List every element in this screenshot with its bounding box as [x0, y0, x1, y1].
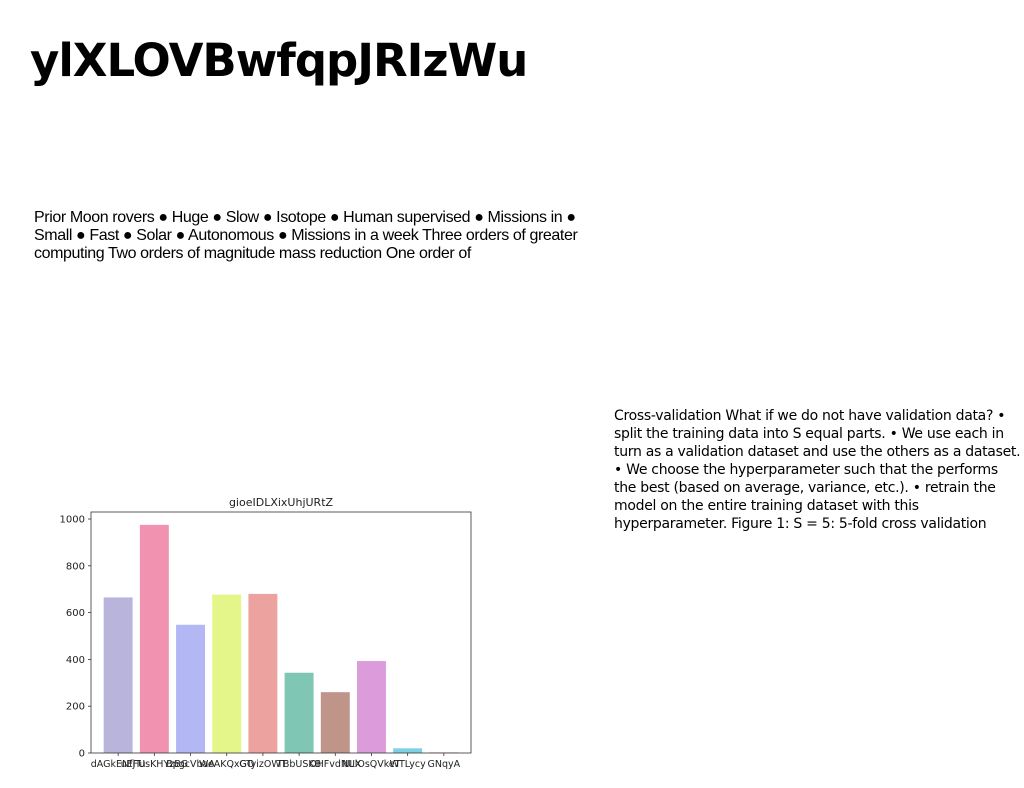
y-tick-label: 400 [66, 655, 85, 666]
chart-title: gioeIDLXixUhjURtZ [229, 496, 334, 509]
y-tick-label: 800 [66, 561, 85, 572]
x-axis: dAGkENfjTuuEFUsKHYzBGBpgcVbaAWeAKQxGOGTy… [91, 753, 461, 770]
x-tick-label: WTLycy [390, 759, 426, 770]
bar-BpgcVbaA [176, 625, 205, 753]
page-title: ylXLOVBwfqpJRIzWu [30, 30, 527, 92]
body-text-moon-rovers: Prior Moon rovers ● Huge ● Slow ● Isotop… [34, 209, 609, 263]
bar-TBbUSKB [285, 673, 314, 753]
y-tick-label: 200 [66, 702, 85, 713]
bars-layer [104, 525, 459, 753]
bar-WeAKQxGO [212, 595, 241, 753]
bar-NLlOsQVkeT [357, 661, 386, 753]
y-axis: 0 200 400 600 800 1000 [60, 515, 91, 760]
bar-dAGkENfjTu [104, 597, 133, 753]
bar-OHFvdNUX [321, 692, 350, 753]
bar-chart-svg: gioeIDLXixUhjURtZ 0 200 400 600 800 1000 dAGk… [44, 490, 484, 780]
x-tick-label: GNqyA [428, 759, 461, 770]
y-tick-label: 1000 [60, 515, 85, 526]
bar-GTyizOWT [248, 594, 277, 753]
bar-WTLycy [393, 748, 422, 753]
y-tick-label: 600 [66, 608, 85, 619]
y-tick-label: 0 [79, 749, 85, 760]
bar-chart: gioeIDLXixUhjURtZ 0 200 400 600 800 1000 dAGk… [44, 490, 484, 780]
body-text-cross-validation: Cross-validation What if we do not have … [614, 407, 1024, 533]
bar-uEFUsKHYzBG [140, 525, 169, 753]
